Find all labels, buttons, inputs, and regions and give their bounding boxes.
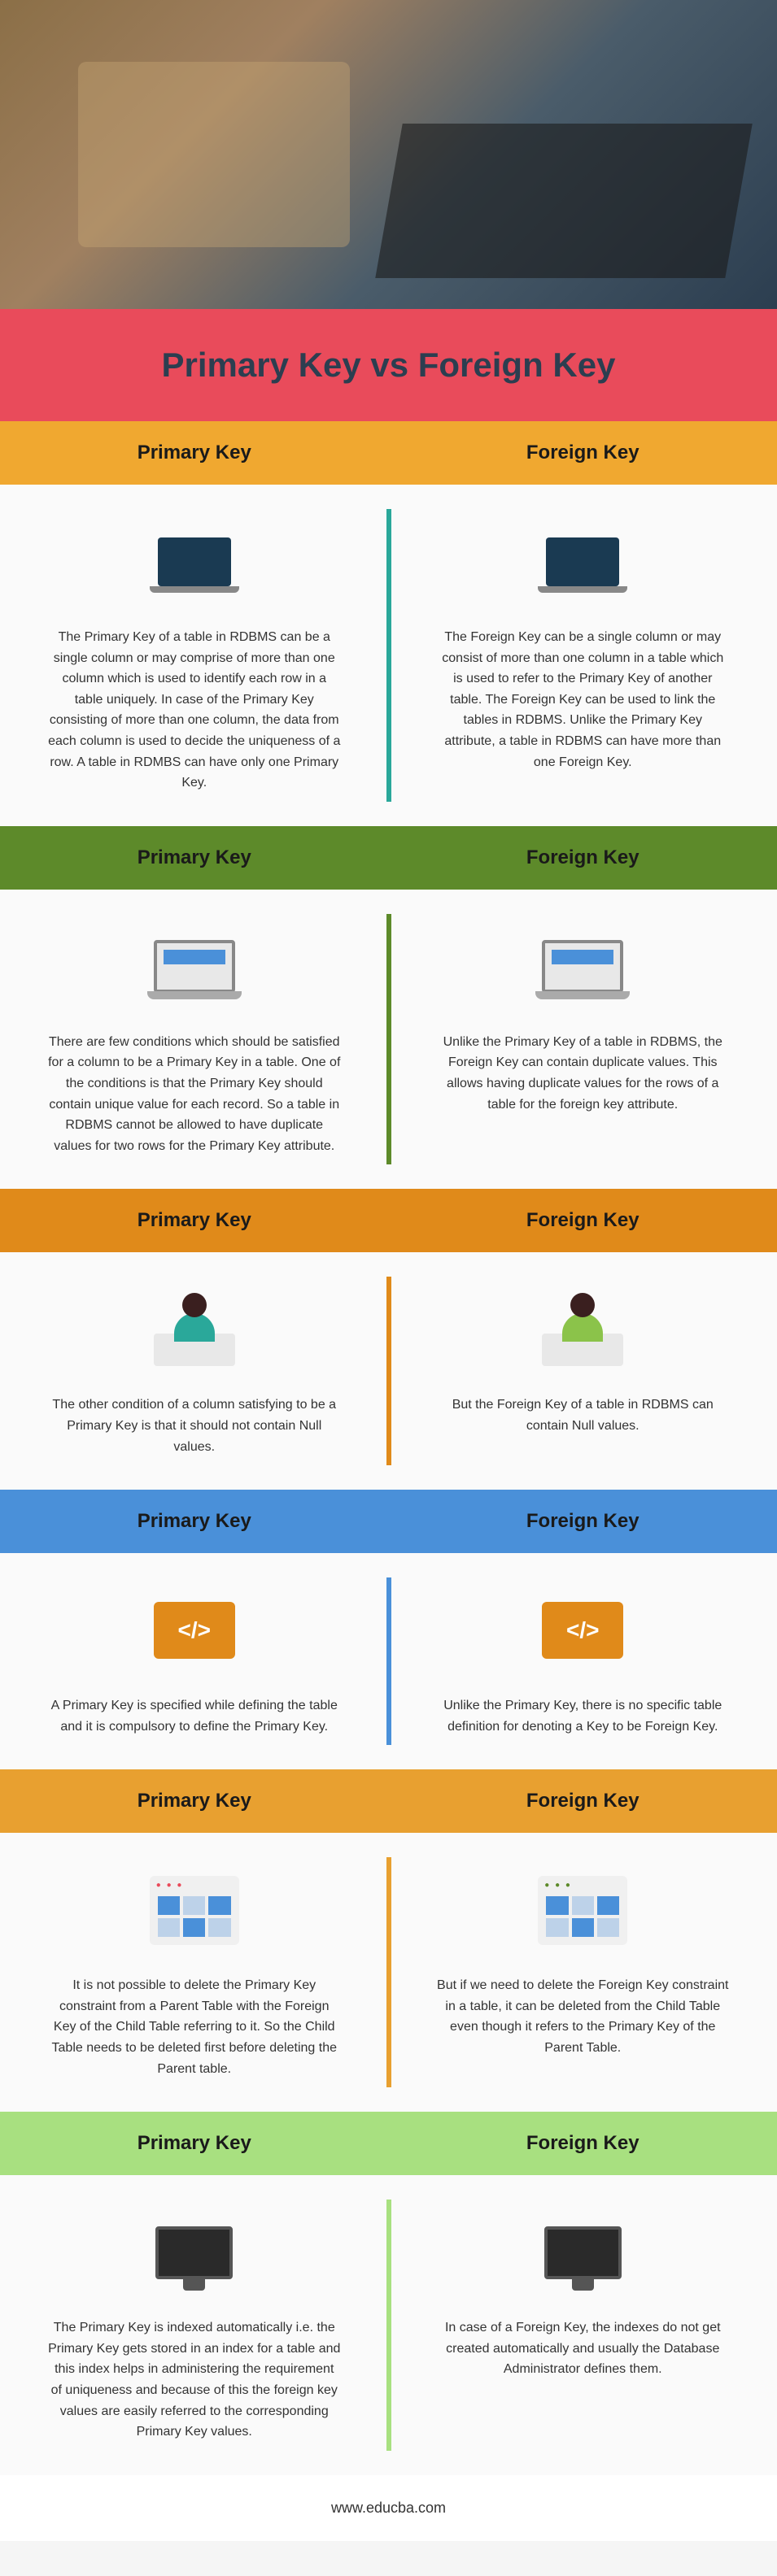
- header-primary-key: Primary Key: [0, 1189, 389, 1252]
- code-icon: [538, 1586, 627, 1675]
- foreign-key-description: But if we need to delete the Foreign Key…: [436, 1975, 729, 2058]
- laptop-screen-icon: [150, 922, 239, 1012]
- header-primary-key: Primary Key: [0, 2112, 389, 2175]
- header-primary-key: Primary Key: [0, 421, 389, 485]
- laptop-icon: [150, 517, 239, 607]
- content-foreign-key: But the Foreign Key of a table in RDBMS …: [389, 1285, 777, 1457]
- section-content-row: It is not possible to delete the Primary…: [0, 1833, 777, 2112]
- content-primary-key: The other condition of a column satisfyi…: [0, 1285, 389, 1457]
- content-primary-key: The Primary Key is indexed automatically…: [0, 2208, 389, 2443]
- person-icon: [150, 1285, 239, 1374]
- primary-key-description: The Primary Key is indexed automatically…: [48, 2317, 341, 2443]
- section-content-row: The Primary Key is indexed automatically…: [0, 2175, 777, 2475]
- foreign-key-description: In case of a Foreign Key, the indexes do…: [436, 2317, 729, 2380]
- header-primary-key: Primary Key: [0, 1769, 389, 1833]
- content-foreign-key: The Foreign Key can be a single column o…: [389, 517, 777, 794]
- primary-key-description: There are few conditions which should be…: [48, 1032, 341, 1157]
- content-primary-key: There are few conditions which should be…: [0, 922, 389, 1157]
- content-primary-key: It is not possible to delete the Primary…: [0, 1865, 389, 2079]
- page-title: Primary Key vs Foreign Key: [0, 309, 777, 421]
- primary-key-description: The Primary Key of a table in RDBMS can …: [48, 627, 341, 794]
- foreign-key-description: Unlike the Primary Key of a table in RDB…: [436, 1032, 729, 1115]
- column-divider: [386, 1577, 391, 1745]
- section-header-row: Primary KeyForeign Key: [0, 1189, 777, 1252]
- section-header-row: Primary KeyForeign Key: [0, 1490, 777, 1553]
- hero-image: [0, 0, 777, 309]
- section-content-row: The other condition of a column satisfyi…: [0, 1252, 777, 1490]
- column-divider: [386, 1857, 391, 2087]
- header-foreign-key: Foreign Key: [389, 826, 777, 890]
- content-foreign-key: Unlike the Primary Key, there is no spec…: [389, 1586, 777, 1737]
- foreign-key-description: Unlike the Primary Key, there is no spec…: [436, 1695, 729, 1737]
- primary-key-description: It is not possible to delete the Primary…: [48, 1975, 341, 2079]
- column-divider: [386, 914, 391, 1165]
- laptop-icon: [538, 517, 627, 607]
- content-primary-key: The Primary Key of a table in RDBMS can …: [0, 517, 389, 794]
- monitor-icon: [538, 2208, 627, 2297]
- laptop-screen-icon: [538, 922, 627, 1012]
- header-foreign-key: Foreign Key: [389, 2112, 777, 2175]
- column-divider: [386, 1277, 391, 1465]
- content-foreign-key: Unlike the Primary Key of a table in RDB…: [389, 922, 777, 1157]
- content-primary-key: A Primary Key is specified while definin…: [0, 1586, 389, 1737]
- primary-key-description: A Primary Key is specified while definin…: [48, 1695, 341, 1737]
- section-header-row: Primary KeyForeign Key: [0, 826, 777, 890]
- foreign-key-description: But the Foreign Key of a table in RDBMS …: [436, 1395, 729, 1436]
- foreign-key-description: The Foreign Key can be a single column o…: [436, 627, 729, 772]
- content-foreign-key: But if we need to delete the Foreign Key…: [389, 1865, 777, 2079]
- header-foreign-key: Foreign Key: [389, 1769, 777, 1833]
- header-foreign-key: Foreign Key: [389, 1189, 777, 1252]
- header-primary-key: Primary Key: [0, 1490, 389, 1553]
- header-primary-key: Primary Key: [0, 826, 389, 890]
- person-icon: [538, 1285, 627, 1374]
- app-icon: [538, 1865, 627, 1955]
- monitor-icon: [150, 2208, 239, 2297]
- section-header-row: Primary KeyForeign Key: [0, 421, 777, 485]
- header-foreign-key: Foreign Key: [389, 1490, 777, 1553]
- content-foreign-key: In case of a Foreign Key, the indexes do…: [389, 2208, 777, 2443]
- section-content-row: The Primary Key of a table in RDBMS can …: [0, 485, 777, 826]
- column-divider: [386, 509, 391, 802]
- section-header-row: Primary KeyForeign Key: [0, 2112, 777, 2175]
- section-content-row: There are few conditions which should be…: [0, 890, 777, 1190]
- header-foreign-key: Foreign Key: [389, 421, 777, 485]
- section-content-row: A Primary Key is specified while definin…: [0, 1553, 777, 1769]
- section-header-row: Primary KeyForeign Key: [0, 1769, 777, 1833]
- column-divider: [386, 2200, 391, 2451]
- primary-key-description: The other condition of a column satisfyi…: [48, 1395, 341, 1457]
- code-icon: [150, 1586, 239, 1675]
- footer-url: www.educba.com: [0, 2475, 777, 2541]
- app-icon: [150, 1865, 239, 1955]
